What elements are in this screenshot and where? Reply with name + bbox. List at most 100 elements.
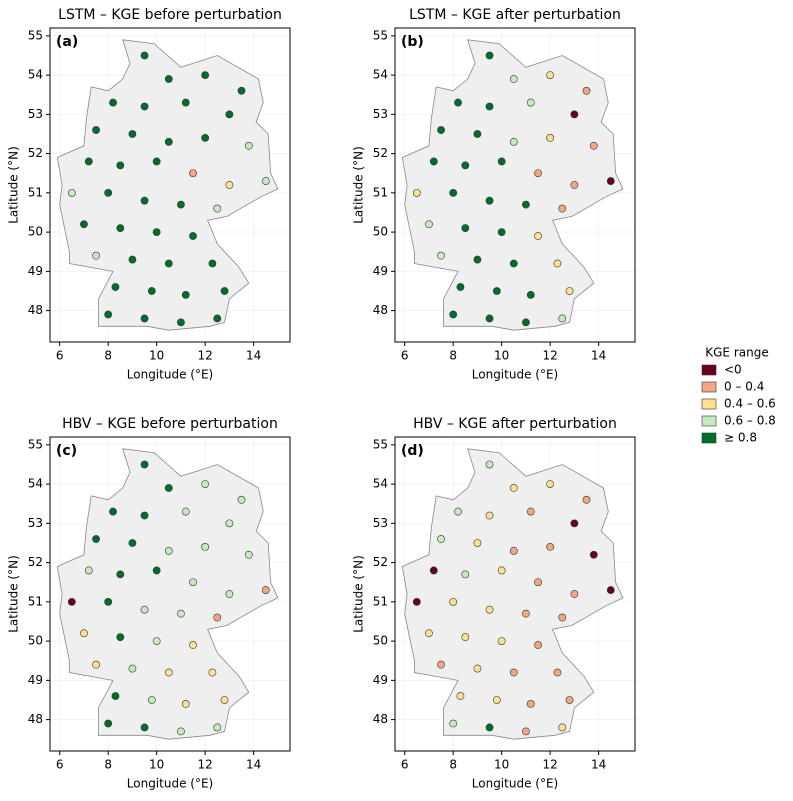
y-tick-label: 48 bbox=[373, 712, 388, 726]
panel-label: (d) bbox=[401, 443, 424, 459]
station-point bbox=[213, 613, 222, 622]
y-tick-label: 48 bbox=[28, 303, 43, 317]
station-point bbox=[497, 157, 506, 166]
country-outline bbox=[56, 448, 279, 740]
y-tick-label: 50 bbox=[373, 225, 388, 239]
x-axis-label: Longitude (°E) bbox=[472, 368, 558, 382]
station-point bbox=[565, 696, 574, 704]
station-point bbox=[509, 668, 518, 677]
station-point bbox=[84, 157, 93, 166]
station-point bbox=[225, 590, 234, 598]
station-point bbox=[152, 637, 161, 645]
station-point bbox=[116, 161, 125, 170]
station-point bbox=[140, 102, 149, 111]
legend-label: 0 – 0.4 bbox=[724, 380, 764, 394]
station-point bbox=[558, 314, 567, 323]
y-tick-label: 49 bbox=[28, 673, 43, 687]
legend-label: <0 bbox=[724, 363, 742, 377]
y-tick-label: 55 bbox=[28, 28, 43, 42]
station-point bbox=[582, 86, 591, 95]
station-point bbox=[147, 696, 156, 704]
legend-label: 0.4 – 0.6 bbox=[724, 397, 776, 411]
station-point bbox=[437, 660, 445, 669]
station-point bbox=[104, 310, 113, 319]
station-point bbox=[497, 637, 506, 645]
station-point bbox=[485, 196, 494, 205]
station-point bbox=[164, 75, 173, 83]
station-point bbox=[412, 597, 421, 606]
station-point bbox=[485, 102, 494, 111]
station-point bbox=[485, 460, 494, 469]
station-point bbox=[546, 71, 555, 79]
station-point bbox=[140, 511, 149, 520]
y-tick-label: 51 bbox=[28, 594, 43, 608]
y-tick-label: 53 bbox=[28, 516, 43, 530]
y-tick-label: 55 bbox=[28, 437, 43, 451]
station-point bbox=[473, 130, 482, 138]
station-point bbox=[225, 181, 234, 189]
station-point bbox=[606, 586, 615, 594]
station-point bbox=[485, 314, 494, 323]
station-point bbox=[526, 507, 535, 516]
station-point bbox=[201, 133, 210, 142]
station-point bbox=[558, 723, 567, 732]
station-point bbox=[152, 157, 161, 166]
station-point bbox=[461, 161, 470, 170]
station-point bbox=[237, 86, 246, 95]
station-point bbox=[181, 700, 190, 708]
station-point bbox=[92, 126, 100, 134]
chart-title: LSTM – KGE after perturbation bbox=[409, 7, 621, 23]
station-point bbox=[225, 110, 234, 119]
station-point bbox=[201, 71, 210, 79]
chart-title: HBV – KGE after perturbation bbox=[413, 416, 617, 432]
station-point bbox=[104, 719, 113, 728]
station-point bbox=[208, 259, 217, 268]
legend-swatch bbox=[701, 381, 717, 393]
legend-label: ≥ 0.8 bbox=[724, 431, 757, 445]
station-point bbox=[522, 727, 530, 736]
station-point bbox=[485, 51, 494, 60]
station-point bbox=[164, 668, 173, 677]
station-point bbox=[492, 287, 501, 295]
station-point bbox=[522, 609, 530, 618]
station-point bbox=[473, 664, 482, 673]
station-point bbox=[189, 169, 197, 178]
station-point bbox=[128, 130, 137, 138]
station-point bbox=[177, 318, 185, 327]
panel-label: (c) bbox=[56, 443, 77, 459]
station-point bbox=[473, 539, 482, 547]
x-tick-label: 6 bbox=[401, 349, 409, 363]
station-point bbox=[558, 204, 567, 213]
y-tick-label: 54 bbox=[28, 68, 43, 82]
station-point bbox=[201, 543, 210, 551]
station-point bbox=[189, 232, 197, 240]
station-point bbox=[461, 224, 470, 233]
station-point bbox=[526, 700, 535, 708]
station-point bbox=[80, 220, 88, 229]
x-tick-label: 14 bbox=[591, 758, 606, 772]
legend-swatch bbox=[701, 415, 717, 427]
plot-frame bbox=[49, 27, 291, 343]
station-point bbox=[425, 629, 433, 638]
y-tick-label: 54 bbox=[28, 477, 43, 491]
station-point bbox=[177, 609, 185, 618]
y-axis-label: Latitude (°N) bbox=[352, 555, 366, 633]
y-tick-label: 51 bbox=[373, 594, 388, 608]
station-point bbox=[181, 290, 190, 299]
x-tick-label: 8 bbox=[104, 349, 112, 363]
station-point bbox=[67, 597, 76, 606]
station-point bbox=[80, 629, 88, 638]
station-point bbox=[534, 578, 542, 587]
station-point bbox=[116, 224, 125, 233]
station-point bbox=[140, 51, 149, 60]
station-point bbox=[526, 98, 535, 107]
station-point bbox=[237, 495, 246, 504]
station-point bbox=[67, 188, 76, 197]
station-point bbox=[454, 507, 462, 516]
station-point bbox=[104, 188, 113, 197]
station-point bbox=[164, 259, 173, 268]
x-tick-label: 8 bbox=[449, 758, 457, 772]
station-point bbox=[546, 480, 555, 488]
x-tick-label: 10 bbox=[149, 758, 164, 772]
station-point bbox=[111, 283, 120, 291]
